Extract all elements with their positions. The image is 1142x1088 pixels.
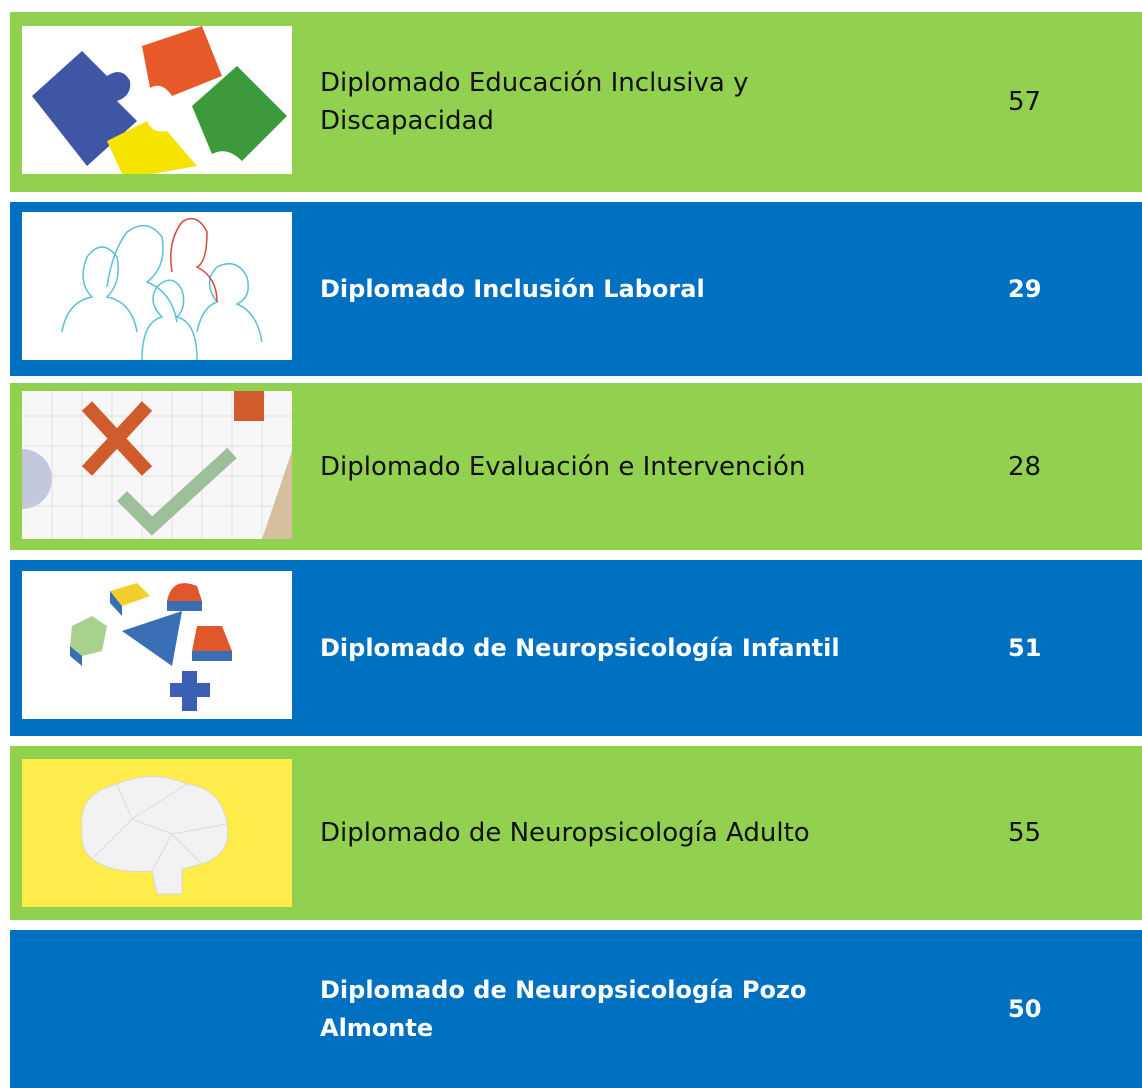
course-number: 51	[1008, 634, 1042, 662]
puzzle-image	[22, 26, 292, 174]
brain-image	[22, 759, 292, 907]
course-number: 29	[1008, 275, 1042, 303]
course-number: 57	[1008, 87, 1042, 117]
course-row: Diplomado Educación Inclusiva y Discapac…	[10, 12, 1142, 192]
course-row: Diplomado Evaluación e Intervención 28	[10, 383, 1142, 550]
course-row: Diplomado Inclusión Laboral 29	[10, 202, 1142, 376]
course-number: 28	[1008, 451, 1042, 482]
course-number: 50	[1008, 995, 1042, 1023]
course-title: Diplomado de Neuropsicología Adulto	[320, 818, 810, 848]
course-title: Diplomado Evaluación e Intervención	[320, 451, 806, 482]
course-title: Diplomado Educación Inclusiva y Discapac…	[320, 68, 749, 136]
course-number: 55	[1008, 818, 1042, 848]
course-row: Diplomado de Neuropsicología Pozo Almont…	[10, 930, 1142, 1088]
course-title: Diplomado de Neuropsicología Pozo Almont…	[320, 976, 807, 1042]
course-title: Diplomado de Neuropsicología Infantil	[320, 634, 840, 662]
shapes-image	[22, 571, 292, 719]
course-row: Diplomado de Neuropsicología Infantil 51	[10, 560, 1142, 736]
course-title: Diplomado Inclusión Laboral	[320, 275, 705, 303]
course-row: Diplomado de Neuropsicología Adulto 55	[10, 746, 1142, 920]
people-image	[22, 212, 292, 360]
check-image	[22, 391, 292, 539]
